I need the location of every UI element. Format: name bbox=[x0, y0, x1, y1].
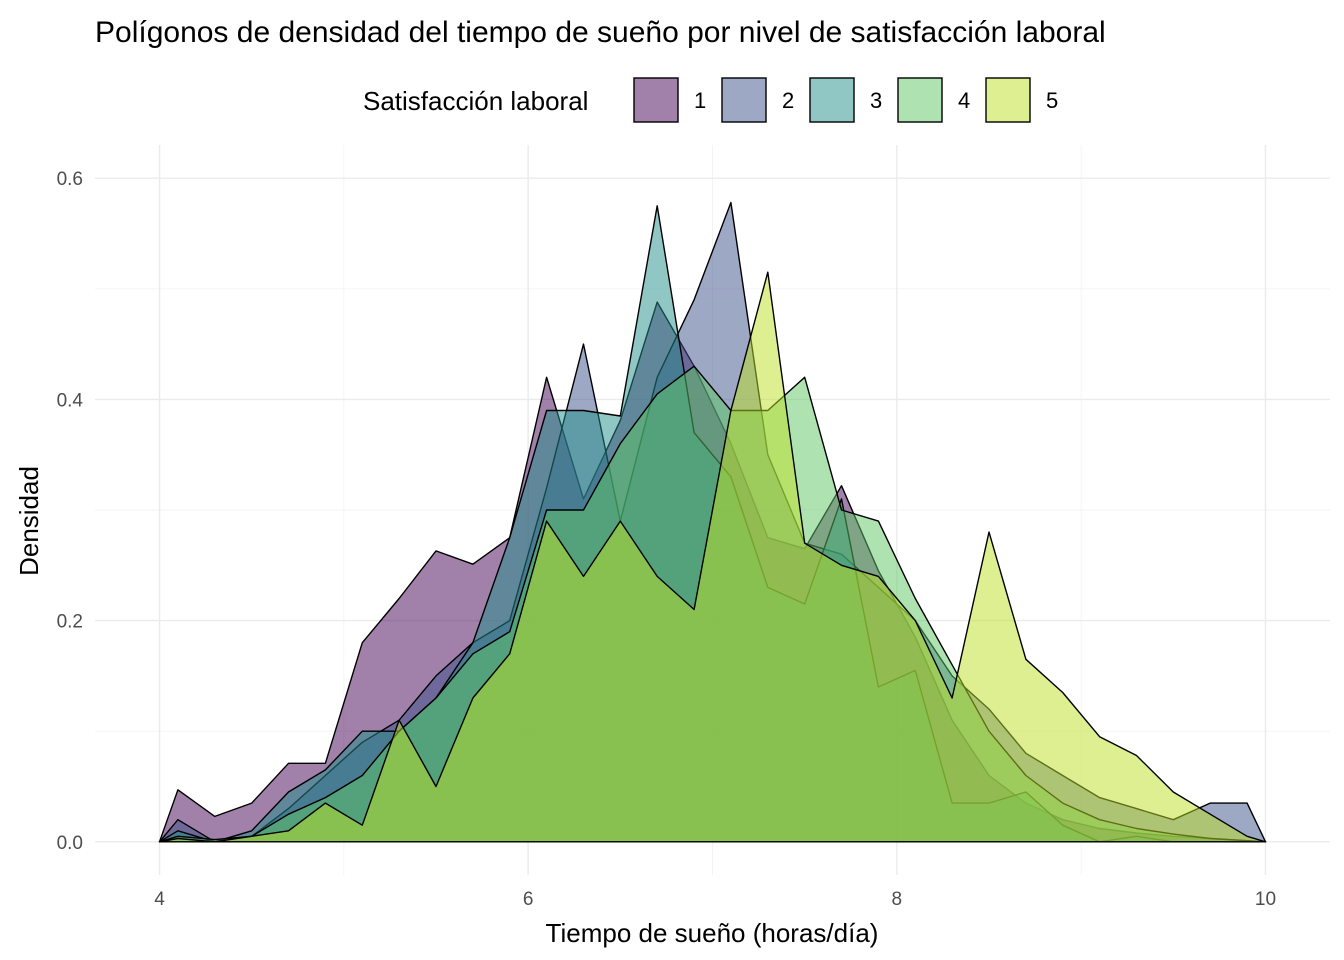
legend-item-3: 3 bbox=[809, 77, 882, 123]
legend-label: 3 bbox=[870, 88, 882, 113]
legend: Satisfacción laboral 1 2 3 4 5 bbox=[363, 77, 1058, 123]
y-tick-label: 0.0 bbox=[57, 833, 83, 854]
x-tick-label: 8 bbox=[892, 889, 903, 910]
legend-swatch bbox=[721, 77, 767, 123]
legend-item-1: 1 bbox=[633, 77, 706, 123]
x-tick-label: 6 bbox=[523, 889, 534, 910]
x-tick-label: 4 bbox=[154, 889, 165, 910]
legend-swatch bbox=[985, 77, 1031, 123]
legend-swatch bbox=[897, 77, 943, 123]
y-tick-label: 0.6 bbox=[57, 169, 83, 190]
y-axis-title: Densidad bbox=[14, 466, 44, 576]
legend-label: 4 bbox=[958, 88, 970, 113]
x-tick-label: 10 bbox=[1255, 889, 1276, 910]
x-axis-title: Tiempo de sueño (horas/día) bbox=[546, 918, 879, 948]
legend-swatch bbox=[633, 77, 679, 123]
legend-item-2: 2 bbox=[721, 77, 794, 123]
legend-swatch bbox=[809, 77, 855, 123]
y-tick-label: 0.2 bbox=[57, 612, 83, 633]
plot-series bbox=[158, 201, 1267, 843]
chart-title: Polígonos de densidad del tiempo de sueñ… bbox=[95, 16, 1106, 49]
legend-label: 1 bbox=[694, 88, 706, 113]
legend-title: Satisfacción laboral bbox=[363, 86, 588, 116]
legend-label: 5 bbox=[1046, 88, 1058, 113]
legend-label: 2 bbox=[782, 88, 794, 113]
density-polygon-5 bbox=[158, 271, 1267, 843]
legend-item-4: 4 bbox=[897, 77, 970, 123]
y-axis-ticks: 0.0 0.2 0.4 0.6 bbox=[57, 169, 84, 854]
y-tick-label: 0.4 bbox=[57, 390, 84, 411]
x-axis-ticks: 4 6 8 10 bbox=[154, 889, 1276, 910]
legend-items: 1 2 3 4 5 bbox=[633, 77, 1058, 123]
legend-item-5: 5 bbox=[985, 77, 1058, 123]
